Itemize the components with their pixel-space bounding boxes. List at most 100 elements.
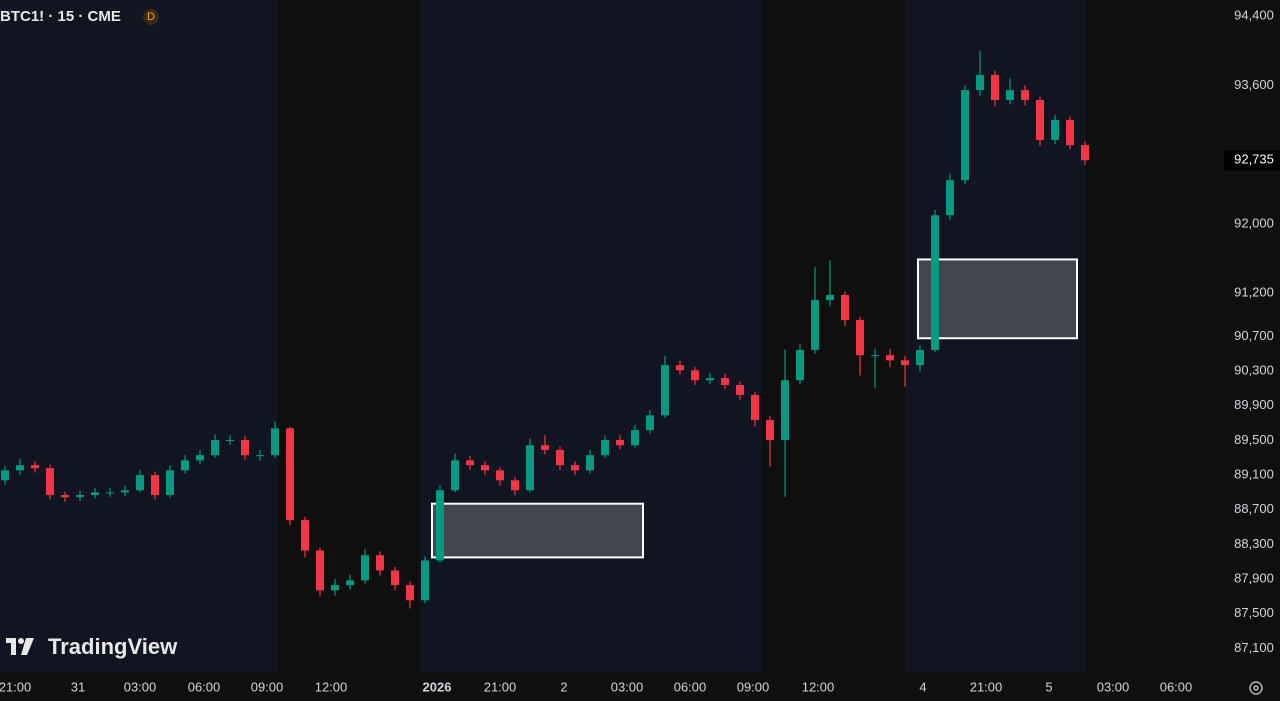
candle-body [166, 470, 174, 496]
logo-mark [18, 638, 24, 644]
candle-body [1066, 119, 1074, 146]
y-tick-label: 88,300 [1234, 536, 1274, 551]
zone-box [431, 502, 644, 559]
x-tick-label: 12:00 [802, 679, 835, 694]
y-tick-label: 94,400 [1234, 7, 1274, 22]
candle-body [1006, 90, 1014, 101]
candle-body [1081, 145, 1089, 161]
candle-body [121, 490, 129, 493]
candle-body [91, 492, 99, 496]
last-price-label: 92,735 [1234, 152, 1274, 167]
candle-body [931, 215, 939, 350]
candle-body [601, 440, 609, 456]
candle-body [796, 349, 804, 381]
candle-body [706, 378, 714, 381]
candle-body [826, 294, 834, 301]
badge: D [147, 11, 155, 23]
x-tick-label: 03:00 [124, 679, 157, 694]
y-tick-label: 91,200 [1234, 285, 1274, 300]
candle-body [556, 449, 564, 466]
y-tick-label: 93,600 [1234, 77, 1274, 92]
candle-body [1, 470, 9, 481]
candle-body [46, 468, 54, 496]
candle-body [646, 415, 654, 431]
candle-body [271, 428, 279, 456]
candle-body [376, 555, 384, 571]
candle-body [841, 294, 849, 321]
candle-body [481, 465, 489, 471]
candle-body [781, 380, 789, 441]
candle-body [946, 180, 954, 216]
candle-body [736, 385, 744, 395]
candle-body [136, 475, 144, 491]
session-shade [420, 0, 762, 672]
candle-body [211, 440, 219, 456]
candle-body [346, 580, 354, 586]
logo-mark [21, 638, 34, 655]
symbol-title[interactable]: BTC1! · 15 · CME [0, 8, 121, 25]
candle-body [1021, 90, 1029, 101]
candle-body [286, 428, 294, 521]
x-tick-label: 06:00 [1160, 679, 1193, 694]
y-tick-label: 87,500 [1234, 605, 1274, 620]
candle-body [31, 465, 39, 469]
candle-body [1051, 119, 1059, 140]
x-tick-label: 12:00 [315, 679, 348, 694]
candle-body [256, 455, 264, 457]
candle-body [241, 440, 249, 456]
y-tick-label: 87,900 [1234, 570, 1274, 585]
candle-body [151, 475, 159, 496]
badge-circle [143, 9, 159, 25]
x-tick-label: 21:00 [970, 679, 1003, 694]
candle-body [811, 300, 819, 350]
candle-body [196, 455, 204, 461]
candle-body [901, 360, 909, 366]
x-tick-label: 09:00 [251, 679, 284, 694]
y-tick-label: 87,100 [1234, 640, 1274, 655]
candle-body [61, 495, 69, 498]
candle-body [76, 495, 84, 498]
candle-body [316, 550, 324, 591]
candle-body [406, 585, 414, 601]
candle-body [856, 320, 864, 356]
candle-body [976, 74, 984, 91]
candle-body [571, 465, 579, 471]
x-tick-label: 03:00 [611, 679, 644, 694]
x-tick-label: 2026 [423, 679, 452, 694]
candle-body [676, 365, 684, 371]
candle-body [751, 394, 759, 421]
candle-body [181, 460, 189, 471]
candle-body [466, 460, 474, 466]
x-tick-label: 21:00 [484, 679, 517, 694]
x-tick-label: 4 [919, 679, 926, 694]
zone-box [917, 258, 1078, 340]
y-tick-label: 89,100 [1234, 467, 1274, 482]
candle-body [916, 349, 924, 366]
x-tick-label: 2 [560, 679, 567, 694]
settings-icon[interactable] [1249, 681, 1263, 695]
candle-body [226, 440, 234, 442]
x-tick-label: 5 [1045, 679, 1052, 694]
candle-body [391, 570, 399, 586]
y-tick-label: 89,900 [1234, 397, 1274, 412]
candle-body [496, 470, 504, 481]
x-tick-label: 09:00 [737, 679, 770, 694]
x-tick-label: 06:00 [188, 679, 221, 694]
candle-body [541, 445, 549, 450]
x-tick-label: 06:00 [674, 679, 707, 694]
candle-body [301, 520, 309, 551]
candle-body [361, 555, 369, 581]
candle-body [16, 465, 24, 471]
candle-body [871, 355, 879, 357]
last-price-bg [1224, 150, 1280, 171]
x-tick-label: 21:00 [0, 679, 31, 694]
watermark: TradingView [48, 634, 178, 659]
candle-body [721, 378, 729, 386]
candle-body [631, 430, 639, 446]
candle-body [616, 440, 624, 446]
candle-body [436, 490, 444, 561]
candle-body [991, 74, 999, 101]
candle-body [661, 365, 669, 416]
settings-icon-center [1253, 685, 1259, 691]
